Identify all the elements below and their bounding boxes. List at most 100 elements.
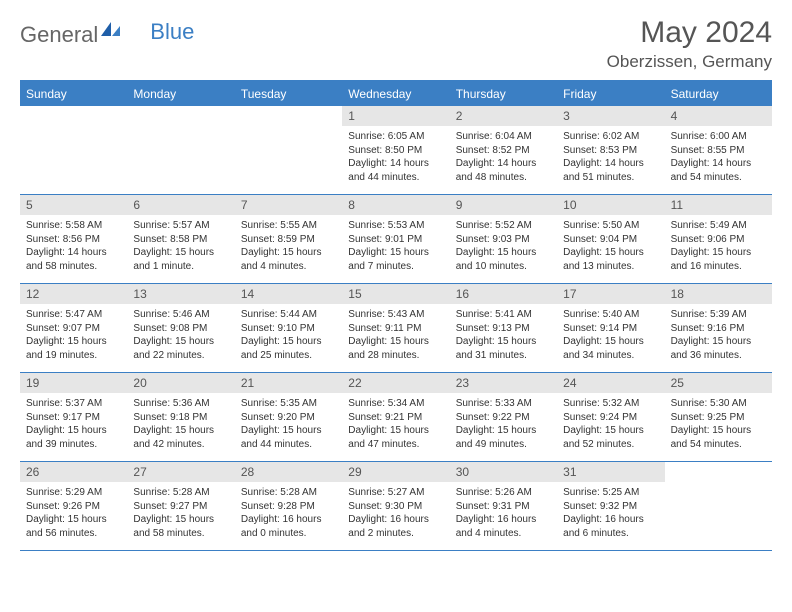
daylight-text: Daylight: 14 hours and 54 minutes. [671, 157, 766, 184]
day-cell: 29Sunrise: 5:27 AMSunset: 9:30 PMDayligh… [342, 462, 449, 550]
daylight-text: Daylight: 14 hours and 48 minutes. [456, 157, 551, 184]
sunrise-text: Sunrise: 5:36 AM [133, 397, 228, 411]
sunrise-text: Sunrise: 5:30 AM [671, 397, 766, 411]
day-details: Sunrise: 5:44 AMSunset: 9:10 PMDaylight:… [235, 304, 342, 368]
sunrise-text: Sunrise: 5:32 AM [563, 397, 658, 411]
daylight-text: Daylight: 15 hours and 16 minutes. [671, 246, 766, 273]
day-cell: 23Sunrise: 5:33 AMSunset: 9:22 PMDayligh… [450, 373, 557, 461]
sunset-text: Sunset: 9:01 PM [348, 233, 443, 247]
day-cell: 11Sunrise: 5:49 AMSunset: 9:06 PMDayligh… [665, 195, 772, 283]
logo: General Blue [20, 20, 194, 49]
sunrise-text: Sunrise: 5:52 AM [456, 219, 551, 233]
day-number: 6 [127, 195, 234, 215]
sunset-text: Sunset: 9:26 PM [26, 500, 121, 514]
daylight-text: Daylight: 16 hours and 6 minutes. [563, 513, 658, 540]
sunset-text: Sunset: 9:10 PM [241, 322, 336, 336]
daylight-text: Daylight: 14 hours and 44 minutes. [348, 157, 443, 184]
day-cell: 13Sunrise: 5:46 AMSunset: 9:08 PMDayligh… [127, 284, 234, 372]
day-header: Monday [127, 82, 234, 106]
sunrise-text: Sunrise: 5:50 AM [563, 219, 658, 233]
day-number: 31 [557, 462, 664, 482]
day-cell: 9Sunrise: 5:52 AMSunset: 9:03 PMDaylight… [450, 195, 557, 283]
sunrise-text: Sunrise: 5:35 AM [241, 397, 336, 411]
daylight-text: Daylight: 14 hours and 58 minutes. [26, 246, 121, 273]
day-details: Sunrise: 5:41 AMSunset: 9:13 PMDaylight:… [450, 304, 557, 368]
day-number: 26 [20, 462, 127, 482]
sunset-text: Sunset: 9:24 PM [563, 411, 658, 425]
sunrise-text: Sunrise: 5:55 AM [241, 219, 336, 233]
day-number: 4 [665, 106, 772, 126]
day-number: 5 [20, 195, 127, 215]
day-cell: 5Sunrise: 5:58 AMSunset: 8:56 PMDaylight… [20, 195, 127, 283]
day-cell: 6Sunrise: 5:57 AMSunset: 8:58 PMDaylight… [127, 195, 234, 283]
day-number: 16 [450, 284, 557, 304]
week-row: 12Sunrise: 5:47 AMSunset: 9:07 PMDayligh… [20, 284, 772, 373]
sunset-text: Sunset: 9:30 PM [348, 500, 443, 514]
daylight-text: Daylight: 15 hours and 49 minutes. [456, 424, 551, 451]
sunset-text: Sunset: 8:53 PM [563, 144, 658, 158]
week-row: 26Sunrise: 5:29 AMSunset: 9:26 PMDayligh… [20, 462, 772, 551]
day-cell: 16Sunrise: 5:41 AMSunset: 9:13 PMDayligh… [450, 284, 557, 372]
day-details: Sunrise: 5:25 AMSunset: 9:32 PMDaylight:… [557, 482, 664, 546]
day-details: Sunrise: 5:46 AMSunset: 9:08 PMDaylight:… [127, 304, 234, 368]
calendar: Sunday Monday Tuesday Wednesday Thursday… [20, 80, 772, 551]
sunrise-text: Sunrise: 5:43 AM [348, 308, 443, 322]
daylight-text: Daylight: 15 hours and 54 minutes. [671, 424, 766, 451]
day-header-row: Sunday Monday Tuesday Wednesday Thursday… [20, 82, 772, 106]
day-cell: 27Sunrise: 5:28 AMSunset: 9:27 PMDayligh… [127, 462, 234, 550]
day-number: 28 [235, 462, 342, 482]
month-title: May 2024 [607, 16, 772, 50]
sunrise-text: Sunrise: 5:53 AM [348, 219, 443, 233]
day-number: 15 [342, 284, 449, 304]
sunset-text: Sunset: 9:21 PM [348, 411, 443, 425]
logo-text-blue: Blue [150, 19, 194, 45]
sunrise-text: Sunrise: 5:47 AM [26, 308, 121, 322]
sunrise-text: Sunrise: 6:04 AM [456, 130, 551, 144]
daylight-text: Daylight: 15 hours and 28 minutes. [348, 335, 443, 362]
daylight-text: Daylight: 15 hours and 31 minutes. [456, 335, 551, 362]
sunrise-text: Sunrise: 5:34 AM [348, 397, 443, 411]
daylight-text: Daylight: 15 hours and 7 minutes. [348, 246, 443, 273]
day-details: Sunrise: 5:57 AMSunset: 8:58 PMDaylight:… [127, 215, 234, 279]
day-header: Sunday [20, 82, 127, 106]
sunrise-text: Sunrise: 6:00 AM [671, 130, 766, 144]
day-cell: 2Sunrise: 6:04 AMSunset: 8:52 PMDaylight… [450, 106, 557, 194]
sunrise-text: Sunrise: 6:05 AM [348, 130, 443, 144]
sunrise-text: Sunrise: 5:39 AM [671, 308, 766, 322]
sunrise-text: Sunrise: 5:58 AM [26, 219, 121, 233]
day-details: Sunrise: 5:32 AMSunset: 9:24 PMDaylight:… [557, 393, 664, 457]
daylight-text: Daylight: 16 hours and 4 minutes. [456, 513, 551, 540]
daylight-text: Daylight: 16 hours and 2 minutes. [348, 513, 443, 540]
day-cell: 18Sunrise: 5:39 AMSunset: 9:16 PMDayligh… [665, 284, 772, 372]
day-details: Sunrise: 6:05 AMSunset: 8:50 PMDaylight:… [342, 126, 449, 190]
sunset-text: Sunset: 9:31 PM [456, 500, 551, 514]
daylight-text: Daylight: 15 hours and 22 minutes. [133, 335, 228, 362]
day-number: 9 [450, 195, 557, 215]
day-number: 23 [450, 373, 557, 393]
day-number: 24 [557, 373, 664, 393]
day-number: 13 [127, 284, 234, 304]
day-cell: 4Sunrise: 6:00 AMSunset: 8:55 PMDaylight… [665, 106, 772, 194]
day-cell: . [20, 106, 127, 194]
sunset-text: Sunset: 9:25 PM [671, 411, 766, 425]
day-cell: 31Sunrise: 5:25 AMSunset: 9:32 PMDayligh… [557, 462, 664, 550]
day-details: Sunrise: 6:04 AMSunset: 8:52 PMDaylight:… [450, 126, 557, 190]
sunset-text: Sunset: 9:11 PM [348, 322, 443, 336]
day-number: 14 [235, 284, 342, 304]
day-number: 18 [665, 284, 772, 304]
sunrise-text: Sunrise: 6:02 AM [563, 130, 658, 144]
sunset-text: Sunset: 9:08 PM [133, 322, 228, 336]
day-number: 7 [235, 195, 342, 215]
day-cell: . [665, 462, 772, 550]
day-cell: 26Sunrise: 5:29 AMSunset: 9:26 PMDayligh… [20, 462, 127, 550]
day-cell: . [127, 106, 234, 194]
day-cell: 15 Sunrise: 5:43 AMSunset: 9:11 PMDayligh… [342, 284, 449, 372]
day-details: Sunrise: 5:39 AMSunset: 9:16 PMDaylight:… [665, 304, 772, 368]
day-number: 1 [342, 106, 449, 126]
title-block: May 2024 Oberzissen, Germany [607, 16, 772, 72]
day-number: 29 [342, 462, 449, 482]
day-details: Sunrise: 5:49 AMSunset: 9:06 PMDaylight:… [665, 215, 772, 279]
day-header: Thursday [450, 82, 557, 106]
day-number: 21 [235, 373, 342, 393]
sunrise-text: Sunrise: 5:57 AM [133, 219, 228, 233]
